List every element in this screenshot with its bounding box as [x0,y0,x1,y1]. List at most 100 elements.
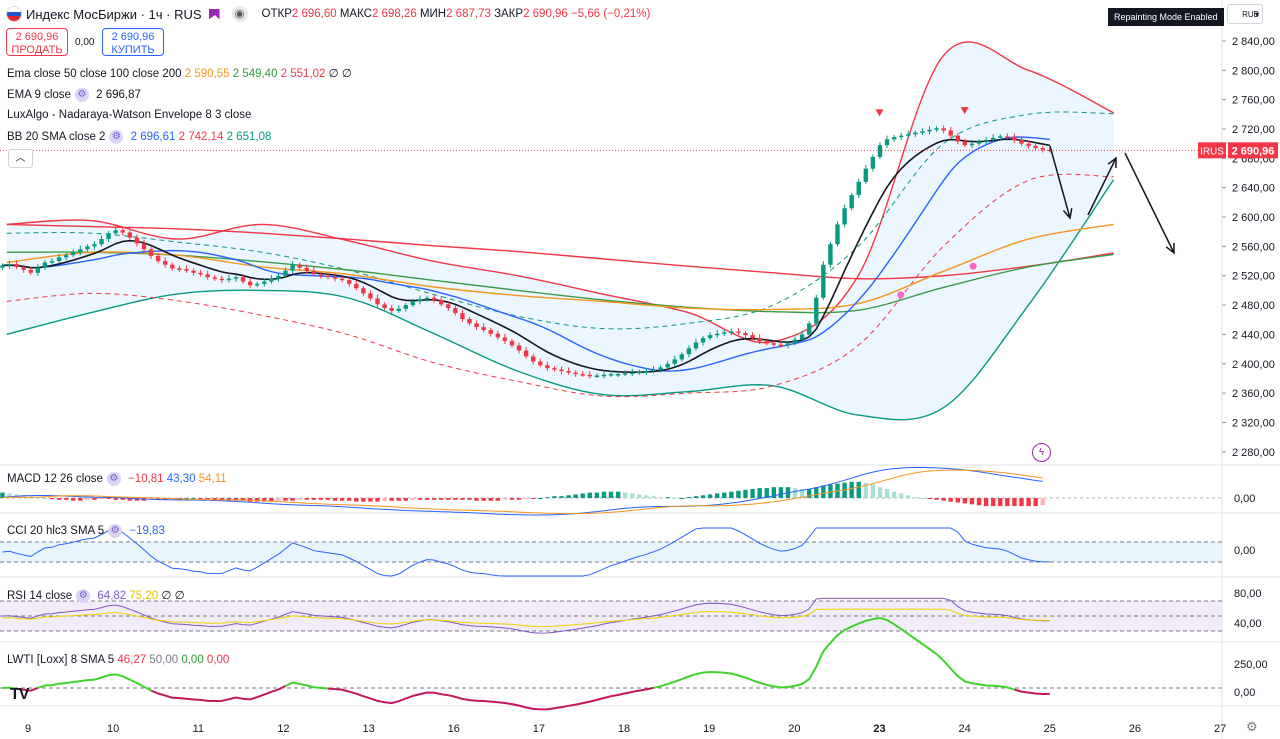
lightning-icon[interactable]: ϟ [1032,443,1051,462]
chevron-up-icon[interactable]: ︿ [8,149,33,168]
price-tick-label: 2 760,00 [1232,95,1275,107]
candle-body [665,363,670,368]
candle-body [42,262,48,268]
candle [35,264,41,276]
candle [163,257,168,268]
candle [205,270,210,281]
currency-select[interactable]: RUB ▾ [1227,4,1263,24]
macd-histogram-bar [283,498,288,501]
bookmark-icon[interactable] [208,8,220,20]
candle [318,272,324,279]
macd-histogram-bar [623,492,628,498]
macd-histogram-bar [99,498,104,499]
macd-histogram-bar [672,498,677,499]
candle [325,272,331,280]
sell-button[interactable]: 2 690,96 ПРОДАТЬ [6,28,68,56]
candle [750,332,755,341]
macd-histogram-bar [56,498,62,500]
settings-icon[interactable]: ⚙ [108,524,123,538]
macd-histogram-bar [913,497,918,499]
bollinger-band-fill [6,41,1114,420]
candle [389,305,394,314]
candle [785,341,791,349]
ema-legend[interactable]: Ema close 50 close 100 close 200 2 590,5… [7,68,352,80]
candle-body [1019,140,1024,144]
candle [736,327,741,336]
cci-legend[interactable]: CCI 20 hlc3 SMA 5 ⚙ −19,83 [7,524,165,538]
bollinger-basis-line [2,136,1050,372]
ema50-line [6,223,1114,311]
settings-icon[interactable]: ⚙ [106,472,121,486]
macd-histogram-bar [311,498,317,500]
candle-body [623,373,628,375]
macd-histogram-bar [49,498,55,499]
candle [14,260,19,270]
settings-icon[interactable]: ⚙ [76,588,91,603]
macd-histogram-bar [7,493,12,498]
time-tick-label: 23 [873,723,885,735]
candle [460,309,465,322]
macd-histogram-bar [976,498,982,506]
nadaraya-legend[interactable]: LuxAlgo - Nadaraya-Watson Envelope 8 3 c… [7,109,252,121]
macd-histogram-bar [906,495,911,498]
candle-body [729,331,734,333]
candle-body [750,335,755,339]
candle-body [297,264,302,268]
projection-arrow-head [1107,156,1117,169]
macd-histogram-bar [354,498,359,502]
time-tick-label: 17 [533,723,545,735]
projection-arrow-head [1062,208,1073,220]
macd-histogram-bar [269,498,274,502]
macd-histogram-bar [559,496,564,498]
price-tick-label: 2 600,00 [1232,212,1275,224]
candle-body [545,365,550,369]
symbol-title[interactable]: Индекс МосБиржи · 1ч · RUS [26,6,202,22]
candle [898,132,904,141]
candle [545,361,550,372]
candle [417,295,423,305]
settings-icon[interactable]: ⚙ [74,88,89,102]
candle [361,286,366,297]
macd-histogram-bar [453,498,458,500]
candle [431,294,437,303]
candle [1040,145,1045,153]
macd-histogram-bar [969,498,975,505]
candle-body [155,255,161,262]
rsi-legend[interactable]: RSI 14 close ⚙ 64,82 75,20 ∅ ∅ [7,588,185,603]
candle-body [870,156,876,169]
candle-body [1026,143,1031,146]
candle-body [35,267,41,273]
gear-icon[interactable]: ⚙ [1246,719,1258,734]
candle-body [1005,136,1010,138]
lwti-line [2,686,17,690]
macd-legend[interactable]: MACD 12 26 close ⚙ −10,81 43,30 54,11 [7,472,227,486]
ema9-legend[interactable]: EMA 9 close ⚙ 2 696,87 [7,88,141,102]
buy-button[interactable]: 2 690,96 КУПИТЬ [102,28,164,56]
price-tick-label: 2 560,00 [1232,241,1275,253]
bb-legend[interactable]: BB 20 SMA close 2 ⚙ 2 696,61 2 742,14 2 6… [7,130,272,144]
macd-histogram-bar [233,498,239,501]
candle-body [962,141,968,146]
settings-icon[interactable]: ⚙ [109,130,124,144]
macd-histogram-bar [538,498,543,499]
candle-body [891,137,897,140]
candle-body [948,130,953,136]
candle [531,354,536,365]
lwti-line [285,681,329,690]
candle-body [290,264,295,271]
candle [481,323,486,333]
macd-histogram-bar [679,498,685,499]
candle-body [898,135,904,138]
macd-histogram-bar [347,498,352,501]
lwti-legend[interactable]: LWTI [Loxx] 8 SMA 5 46,27 50,00 0,00 0,0… [7,654,230,666]
candle-body [233,277,239,279]
candle-body [262,281,267,284]
cci-line [2,527,1050,577]
candle [559,366,564,375]
macd-histogram-bar [332,498,338,501]
eye-icon[interactable]: ◉ [231,6,248,22]
candle-body [283,270,288,276]
candle [509,338,515,348]
candle [375,294,380,308]
